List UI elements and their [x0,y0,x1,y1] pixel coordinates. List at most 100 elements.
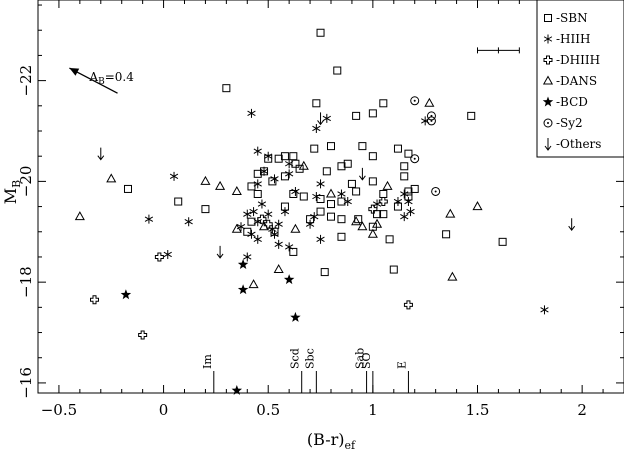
circle-center-dot [413,99,416,102]
square-marker [274,154,283,163]
data-point-square [400,162,409,171]
asterisk-marker [264,209,273,219]
data-point-square [337,197,346,206]
square-marker [253,169,262,178]
asterisk-marker [247,108,256,118]
arrow-down-marker [97,147,105,161]
asterisk-marker [249,207,258,217]
data-point-asterisk [243,209,252,219]
circle-marker [431,186,441,196]
asterisk-marker [280,207,290,217]
square-marker [404,187,413,196]
data-point-triangle [106,173,117,183]
data-point-asterisk [404,197,413,207]
data-point-asterisk [284,169,294,179]
data-point-square [389,265,398,274]
asterisk-marker [257,199,267,209]
x-tick-label: 0 [159,401,169,419]
legend-label: -Others [556,137,601,151]
square-marker [498,237,507,246]
data-point-square [247,182,256,191]
data-point-square [379,210,388,219]
data-point-square [316,195,325,204]
data-point-square [289,247,298,256]
data-point-square [289,152,298,161]
square-marker [337,162,346,171]
square-marker [337,197,346,206]
data-point-square [316,207,325,216]
asterisk-marker [404,197,413,207]
square-marker [312,99,321,108]
cross-marker [138,330,148,340]
triangle-marker [74,211,85,221]
star-marker [290,311,301,322]
data-point-square [280,172,289,181]
data-point-square [347,179,356,188]
data-point-triangle [215,180,226,190]
square-marker [123,184,132,193]
data-point-triangle [231,223,242,233]
square-marker [327,212,335,221]
asterisk-marker [316,179,325,189]
data-point-asterisk [270,174,279,184]
data-point-triangle [231,185,242,195]
asterisk-marker [169,171,179,181]
data-point-asterisk [274,219,283,229]
data-point-cross-circle [403,300,413,310]
data-point-asterisk [274,239,283,249]
data-point-square [368,177,377,186]
data-point-star [237,284,249,295]
data-point-square [442,230,451,239]
square-marker [352,111,361,120]
cross-marker [90,295,100,305]
square-marker [379,99,388,108]
data-point-triangle [371,218,383,228]
data-point-circle-dot [426,111,436,121]
circle-center-dot [413,157,416,160]
morph-label: Scd [289,348,302,369]
data-point-triangle [74,211,85,221]
asterisk-marker [253,179,262,189]
triangle-marker [445,208,456,218]
x-tick-label: −0.5 [41,401,77,419]
square-marker [247,182,256,191]
morph-label: E [395,361,408,369]
data-point-square [299,192,308,201]
square-marker [322,167,331,176]
data-point-triangle [298,160,309,170]
square-marker [316,195,325,204]
legend-marker-star [542,96,554,107]
data-point-square [253,189,262,198]
data-point-square [310,144,319,153]
asterisk-marker [322,113,331,123]
data-point-asterisk [247,229,256,239]
asterisk-marker [305,219,315,229]
square-marker [379,189,388,198]
data-point-asterisk [400,212,409,222]
data-point-arrow-down [97,147,105,161]
arrow-down-marker [216,245,224,259]
data-point-square [393,144,402,153]
data-point-triangle [200,175,211,185]
data-point-square [404,149,413,158]
data-point-circle-dot [426,116,436,126]
data-point-asterisk [406,207,415,217]
triangle-marker [231,185,242,195]
asterisk-marker [393,197,403,207]
data-point-asterisk [337,189,346,199]
cross-marker [368,204,378,214]
legend-marker-triangle [542,75,554,85]
legend-marker-circle-dot [543,118,553,128]
data-point-asterisk [257,199,267,209]
asterisk-marker [540,305,549,315]
data-point-square [498,237,507,246]
asterisk-marker [543,34,553,44]
square-marker [243,227,252,236]
data-point-asterisk [163,249,172,259]
asterisk-marker [247,229,256,239]
square-marker [289,247,298,256]
data-point-square [222,84,231,93]
asterisk-marker [144,214,154,224]
cross-marker [378,197,388,207]
